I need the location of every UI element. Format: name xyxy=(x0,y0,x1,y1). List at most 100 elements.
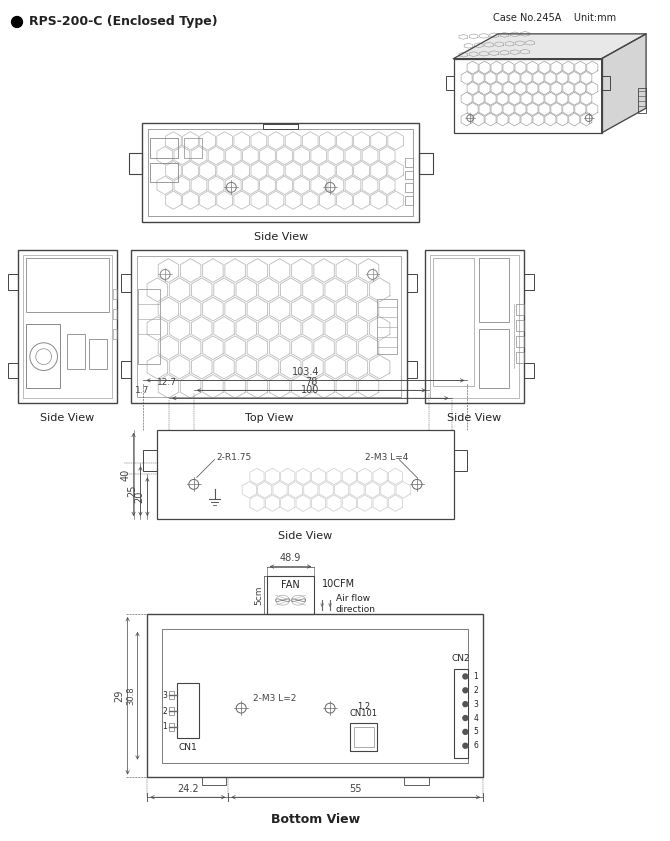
Bar xyxy=(139,289,160,363)
Bar xyxy=(454,450,468,472)
Bar xyxy=(113,329,117,339)
Text: 25: 25 xyxy=(127,485,137,497)
Text: CN1: CN1 xyxy=(178,743,197,752)
Bar xyxy=(121,361,131,378)
Bar xyxy=(113,289,117,299)
Bar xyxy=(89,339,107,368)
Text: 3: 3 xyxy=(162,690,167,700)
Bar xyxy=(639,88,646,113)
Text: Air flow
direction: Air flow direction xyxy=(336,595,376,614)
Bar xyxy=(377,299,397,354)
Polygon shape xyxy=(602,34,646,133)
Text: 103.4: 103.4 xyxy=(291,368,319,378)
Text: 1.7: 1.7 xyxy=(135,386,149,395)
Bar xyxy=(407,361,417,378)
Bar xyxy=(169,691,174,699)
Text: Top View: Top View xyxy=(245,413,293,423)
Bar xyxy=(405,157,413,167)
Bar xyxy=(8,274,18,290)
Bar xyxy=(202,777,226,785)
Text: Side View: Side View xyxy=(40,413,94,423)
Text: 1.2: 1.2 xyxy=(357,702,371,711)
Text: CN2: CN2 xyxy=(452,653,470,663)
Text: CN101: CN101 xyxy=(350,709,378,718)
Bar xyxy=(162,629,468,763)
Bar xyxy=(177,684,199,738)
Bar xyxy=(169,707,174,715)
Bar xyxy=(419,153,433,174)
Text: 5cm: 5cm xyxy=(255,585,263,605)
Bar xyxy=(479,257,509,322)
Text: 48.9: 48.9 xyxy=(280,553,302,563)
Circle shape xyxy=(463,674,468,679)
Text: 1: 1 xyxy=(162,722,167,732)
Bar xyxy=(157,430,454,519)
Text: 10CFM: 10CFM xyxy=(322,579,355,590)
Text: 30.8: 30.8 xyxy=(127,686,135,705)
Text: 2-M3 L=4: 2-M3 L=4 xyxy=(364,453,408,462)
Bar xyxy=(516,336,524,346)
Bar xyxy=(184,138,202,157)
Text: 2: 2 xyxy=(162,706,167,716)
Bar xyxy=(354,727,373,747)
Bar xyxy=(430,255,519,399)
Text: Side View: Side View xyxy=(278,531,332,541)
Bar xyxy=(267,576,314,614)
Bar xyxy=(131,250,407,403)
Bar xyxy=(454,669,468,758)
Text: Side View: Side View xyxy=(253,232,308,242)
Text: Case No.245A    Unit:mm: Case No.245A Unit:mm xyxy=(493,13,616,23)
Bar xyxy=(454,59,602,133)
Circle shape xyxy=(463,743,468,748)
Bar xyxy=(446,77,454,90)
Text: Side View: Side View xyxy=(447,413,501,423)
Text: 24.2: 24.2 xyxy=(177,785,199,794)
Text: 78: 78 xyxy=(305,378,318,388)
Circle shape xyxy=(463,701,468,706)
Bar xyxy=(23,255,112,399)
Bar xyxy=(18,250,117,403)
Bar xyxy=(68,334,85,368)
Bar xyxy=(263,123,298,129)
Text: 12.7: 12.7 xyxy=(157,378,177,388)
Bar xyxy=(148,129,413,216)
Text: 2-M3 L=2: 2-M3 L=2 xyxy=(253,694,296,703)
Circle shape xyxy=(463,716,468,721)
Bar xyxy=(516,304,524,315)
Bar xyxy=(350,723,377,751)
Circle shape xyxy=(463,729,468,734)
Text: 29: 29 xyxy=(115,690,125,702)
Bar xyxy=(137,256,401,397)
Bar xyxy=(524,362,533,378)
Text: 55: 55 xyxy=(350,785,362,794)
Text: 2: 2 xyxy=(473,685,478,695)
Bar xyxy=(121,274,131,293)
Text: 40: 40 xyxy=(121,468,131,480)
Bar xyxy=(147,614,483,777)
Text: 5: 5 xyxy=(473,727,478,737)
Bar xyxy=(479,329,509,389)
Bar xyxy=(113,309,117,319)
Bar xyxy=(405,183,413,193)
Bar xyxy=(169,723,174,731)
Text: 100: 100 xyxy=(301,385,320,395)
Text: 3: 3 xyxy=(473,700,478,709)
Bar xyxy=(129,153,143,174)
Bar xyxy=(405,196,413,205)
Bar xyxy=(524,274,533,290)
Bar xyxy=(404,777,429,785)
Bar xyxy=(407,274,417,293)
Circle shape xyxy=(463,688,468,693)
Bar xyxy=(516,352,524,362)
Bar xyxy=(433,257,474,386)
Bar xyxy=(425,250,524,403)
Bar xyxy=(26,324,60,389)
Polygon shape xyxy=(454,34,646,59)
Text: 2-R1.75: 2-R1.75 xyxy=(216,453,252,462)
Text: Bottom View: Bottom View xyxy=(271,813,360,826)
Text: 6: 6 xyxy=(473,741,478,750)
Bar xyxy=(26,257,109,312)
Text: FAN: FAN xyxy=(281,580,300,590)
Text: 1: 1 xyxy=(473,672,478,681)
Bar xyxy=(602,77,610,90)
